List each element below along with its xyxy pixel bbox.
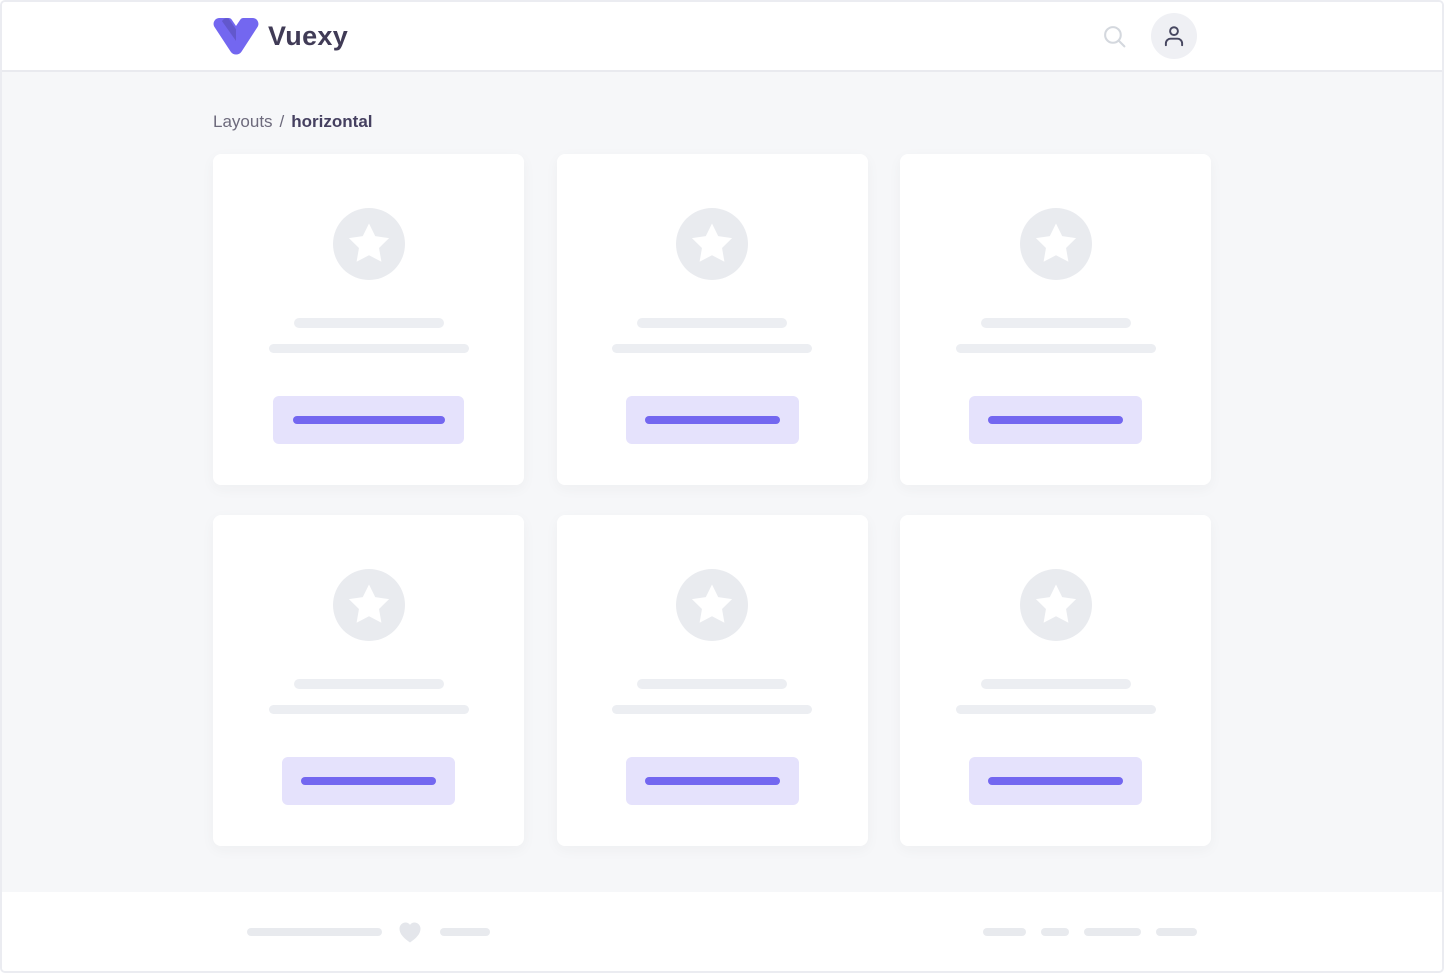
search-button[interactable]	[1102, 24, 1127, 49]
placeholder-button[interactable]	[273, 396, 464, 444]
star-badge	[1019, 208, 1092, 280]
placeholder-card	[213, 154, 524, 485]
star-badge	[332, 208, 405, 280]
placeholder-text-line	[637, 679, 787, 689]
star-icon	[691, 223, 733, 262]
placeholder-card	[213, 515, 524, 846]
placeholder-button-label	[988, 777, 1123, 785]
placeholder-card	[900, 515, 1211, 846]
star-icon	[691, 584, 733, 623]
placeholder-button-label	[301, 777, 436, 785]
placeholder-button[interactable]	[969, 757, 1142, 805]
footer-inner	[213, 918, 1211, 946]
placeholder-button[interactable]	[625, 757, 799, 805]
placeholder-card	[556, 154, 868, 485]
star-icon	[348, 584, 389, 623]
star-icon	[348, 223, 389, 262]
brand-link[interactable]: Vuexy	[213, 17, 349, 55]
placeholder-button[interactable]	[969, 396, 1142, 444]
placeholder-button[interactable]	[625, 396, 799, 444]
placeholder-button-label	[644, 777, 780, 785]
top-navbar: Vuexy	[2, 2, 1442, 72]
heart-icon	[399, 922, 421, 942]
content-area: Layouts / horizontal	[2, 72, 1442, 892]
footer-placeholder-bar	[983, 927, 1026, 936]
breadcrumb-current: horizontal	[291, 112, 373, 131]
user-icon	[1164, 26, 1184, 47]
placeholder-text-line	[637, 318, 787, 328]
page-footer	[2, 892, 1442, 971]
placeholder-text-line	[268, 344, 469, 353]
placeholder-text-line	[980, 318, 1131, 328]
star-badge	[332, 569, 405, 641]
placeholder-card	[900, 154, 1211, 485]
vuexy-logo-icon	[213, 17, 259, 55]
search-icon	[1104, 25, 1126, 47]
placeholder-text-line	[955, 344, 1156, 353]
footer-placeholder-bar	[1041, 927, 1069, 936]
user-avatar-button[interactable]	[1151, 13, 1197, 59]
placeholder-card	[556, 515, 868, 846]
star-icon	[1035, 223, 1076, 262]
footer-right-group	[983, 927, 1197, 936]
brand-title: Vuexy	[268, 20, 349, 51]
footer-placeholder-bar	[1156, 927, 1197, 936]
placeholder-button-label	[988, 416, 1123, 424]
breadcrumb: Layouts / horizontal	[213, 112, 1211, 132]
star-badge	[676, 569, 748, 641]
placeholder-button-label	[292, 416, 445, 424]
placeholder-text-line	[293, 318, 444, 328]
cards-grid	[213, 154, 1211, 846]
star-badge	[676, 208, 748, 280]
footer-left-group	[247, 918, 490, 946]
placeholder-text-line	[612, 344, 812, 353]
placeholder-text-line	[612, 705, 812, 714]
footer-placeholder-bar	[1084, 927, 1141, 936]
footer-placeholder-bar	[440, 927, 490, 936]
placeholder-button-label	[644, 416, 780, 424]
navbar-actions	[1102, 13, 1197, 59]
placeholder-button[interactable]	[282, 757, 455, 805]
star-icon	[1035, 584, 1076, 623]
star-badge	[1019, 569, 1092, 641]
breadcrumb-section[interactable]: Layouts	[213, 112, 273, 131]
breadcrumb-separator: /	[279, 112, 285, 131]
footer-placeholder-bar	[247, 927, 382, 936]
placeholder-text-line	[268, 705, 469, 714]
placeholder-text-line	[293, 679, 444, 689]
placeholder-text-line	[980, 679, 1131, 689]
placeholder-text-line	[955, 705, 1156, 714]
navbar-inner: Vuexy	[213, 2, 1211, 70]
